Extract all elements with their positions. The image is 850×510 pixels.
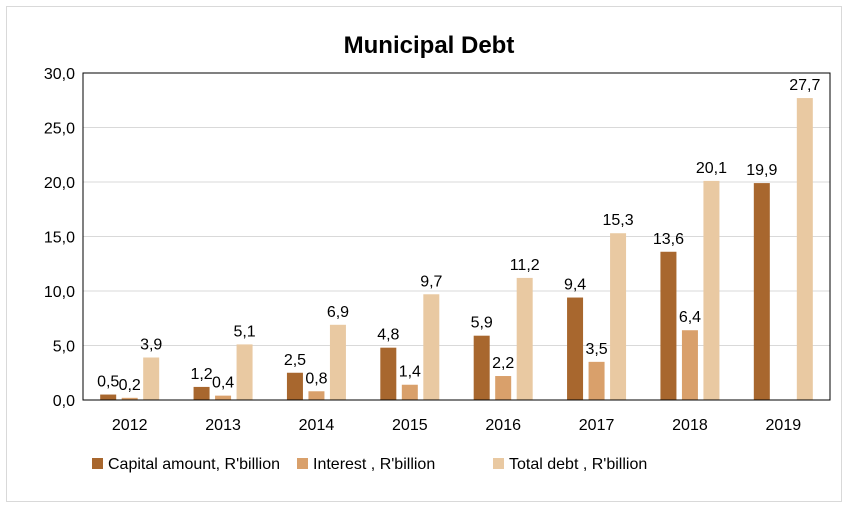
data-label: 20,1: [696, 160, 727, 177]
bar-2014-series-0: [286, 372, 303, 400]
bar-2014-series-2: [329, 324, 346, 400]
data-label: 0,2: [119, 377, 141, 394]
legend-label: Interest , R'billion: [313, 456, 435, 473]
bar-2013-series-1: [215, 395, 232, 400]
x-tick-label: 2012: [112, 417, 148, 434]
data-label: 9,7: [420, 273, 442, 290]
bar-2015-series-2: [423, 294, 440, 400]
x-tick-label: 2014: [299, 417, 335, 434]
data-label: 1,2: [190, 366, 212, 383]
legend-swatch: [493, 458, 504, 469]
data-label: 6,9: [327, 304, 349, 321]
data-labels: 0,5 0,2 3,9 1,20,4 5,1 2,50,8 6,9 4,8 1,4 9,7 5,9 2…: [97, 77, 820, 394]
x-tick-label: 2019: [766, 417, 802, 434]
legend-swatch: [297, 458, 308, 469]
x-tick-label: 2013: [205, 417, 241, 434]
data-label: 0,4: [212, 375, 234, 392]
x-tick-label: 2016: [485, 417, 521, 434]
bar-2014-series-1: [308, 391, 325, 400]
y-tick-label: 5,0: [53, 339, 75, 356]
bar-2016-series-1: [495, 376, 512, 400]
bar-2018-series-2: [703, 180, 720, 400]
bar-2016-series-2: [516, 277, 533, 400]
data-label: 5,1: [233, 323, 255, 340]
data-label: 3,9: [140, 336, 162, 353]
bar-2012-series-1: [121, 397, 138, 400]
data-label: 0,5: [97, 374, 119, 391]
y-tick-label: 25,0: [44, 121, 75, 138]
bars: [100, 98, 813, 400]
bar-2019-series-0: [753, 183, 770, 400]
plot-border: [82, 72, 831, 401]
y-tick-label: 0,0: [53, 393, 75, 410]
data-label: 27,7: [789, 77, 820, 94]
bar-2012-series-0: [100, 394, 117, 400]
bar-2018-series-0: [660, 251, 677, 400]
data-label: 9,4: [564, 277, 586, 294]
data-label: 0,8: [305, 370, 327, 387]
bar-2015-series-0: [380, 347, 397, 400]
y-tick-label: 10,0: [44, 284, 75, 301]
y-tick-label: 15,0: [44, 230, 75, 247]
legend-label: Capital amount, R'billion: [108, 456, 280, 473]
bar-2017-series-2: [610, 233, 627, 400]
bar-2015-series-1: [401, 384, 418, 400]
data-label: 15,3: [602, 212, 633, 229]
bar-2017-series-1: [588, 361, 605, 400]
legend-label: Total debt , R'billion: [509, 456, 647, 473]
chart-svg: Municipal Debt 0,0 5,0 10,0 15,0 20,0 25,0 30,…: [44, 32, 831, 473]
bar-2017-series-0: [567, 297, 584, 400]
data-label: 2,5: [284, 352, 306, 369]
data-label: 19,9: [746, 162, 777, 179]
bar-2013-series-0: [193, 386, 210, 400]
legend-swatch: [92, 458, 103, 469]
x-tick-label: 2015: [392, 417, 428, 434]
bar-2016-series-0: [473, 335, 490, 400]
plot-area-border: [82, 72, 831, 401]
y-tick-label: 30,0: [44, 66, 75, 83]
data-label: 1,4: [399, 364, 421, 381]
data-label: 3,5: [585, 341, 607, 358]
x-tick-label: 2018: [672, 417, 708, 434]
bar-2012-series-2: [143, 357, 160, 400]
bar-2013-series-2: [236, 344, 253, 400]
data-label: 4,8: [377, 327, 399, 344]
data-label: 6,4: [679, 309, 701, 326]
chart-frame: Municipal Debt 0,0 5,0 10,0 15,0 20,0 25,0 30,…: [6, 6, 842, 502]
legend: Capital amount, R'billion Interest , R'bi…: [92, 456, 647, 473]
y-axis-ticks: 0,0 5,0 10,0 15,0 20,0 25,0 30,0: [44, 66, 75, 410]
bar-2019-series-2: [796, 98, 813, 400]
data-label: 5,9: [471, 315, 493, 332]
y-tick-label: 20,0: [44, 175, 75, 192]
data-label: 11,2: [510, 257, 540, 274]
data-label: 13,6: [653, 231, 684, 248]
bar-2018-series-1: [681, 330, 698, 400]
chart-title: Municipal Debt: [344, 32, 515, 59]
x-axis-ticks: 2012 2013 2014 2015 2016 2017 2018 2019: [112, 417, 801, 434]
x-tick-label: 2017: [579, 417, 615, 434]
data-label: 2,2: [492, 355, 514, 372]
